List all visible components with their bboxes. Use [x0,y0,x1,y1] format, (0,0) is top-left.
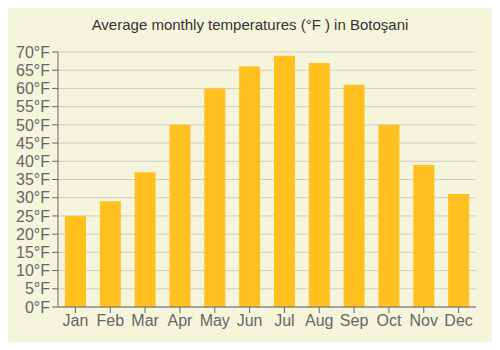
svg-text:45°F: 45°F [16,135,50,152]
svg-text:Dec: Dec [444,312,472,329]
svg-text:15°F: 15°F [16,244,50,261]
svg-text:May: May [200,312,230,329]
svg-text:35°F: 35°F [16,171,50,188]
svg-text:10°F: 10°F [16,262,50,279]
svg-text:Feb: Feb [96,312,124,329]
svg-text:Jan: Jan [63,312,89,329]
html-text:Average monthly temperatures (: Average monthly temperatures (°F ) in Bo… [91,16,409,33]
svg-text:Oct: Oct [376,312,401,329]
svg-text:5°F: 5°F [25,280,50,297]
svg-text:30°F: 30°F [16,189,50,206]
svg-text:50°F: 50°F [16,117,50,134]
svg-text:20°F: 20°F [16,226,50,243]
svg-text:Apr: Apr [167,312,193,329]
svg-text:Nov: Nov [410,312,438,329]
svg-text:Sep: Sep [340,312,369,329]
svg-text:Mar: Mar [131,312,159,329]
svg-text:60°F: 60°F [16,80,50,97]
svg-text:40°F: 40°F [16,153,50,170]
svg-text:55°F: 55°F [16,98,50,115]
svg-text:Jun: Jun [237,312,263,329]
svg-text:Jul: Jul [274,312,294,329]
svg-text:25°F: 25°F [16,208,50,225]
svg-text:70°F: 70°F [16,44,50,61]
svg-text:0°F: 0°F [25,299,50,316]
svg-text:65°F: 65°F [16,62,50,79]
svg-text:Aug: Aug [305,312,333,329]
